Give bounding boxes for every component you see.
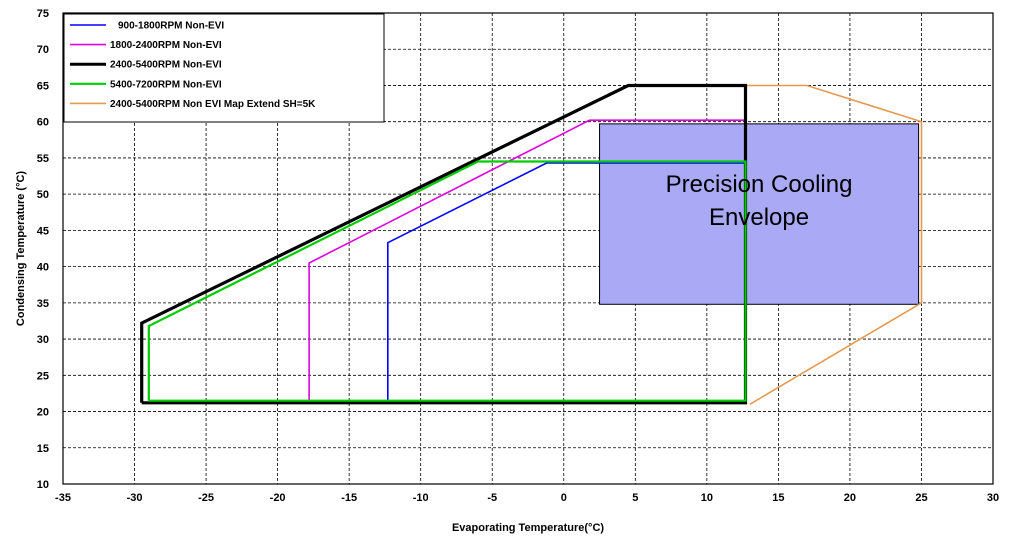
x-tick-label: -35 — [55, 492, 71, 504]
x-tick-label: -20 — [270, 492, 286, 504]
legend-entry: 5400-7200RPM Non-EVI — [110, 79, 222, 90]
legend-entry: 900-1800RPM Non-EVI — [118, 21, 224, 32]
y-tick-label: 45 — [37, 225, 49, 237]
x-tick-label: 25 — [915, 492, 927, 504]
x-tick-label: 20 — [844, 492, 856, 504]
y-tick-label: 15 — [37, 443, 49, 455]
series-line — [745, 84, 923, 405]
x-tick-label: 30 — [987, 492, 999, 504]
series-line — [140, 83, 748, 405]
x-tick-label: 10 — [701, 492, 713, 504]
legend-box — [63, 13, 385, 123]
y-tick-label: 40 — [37, 262, 49, 274]
legend: 900-1800RPM Non-EVI 1800-2400RPM Non-EVI 2… — [63, 13, 385, 123]
gridlines — [63, 13, 993, 484]
y-tick-label: 60 — [37, 117, 49, 129]
series-line — [147, 160, 747, 402]
legend-entry: 2400-5400RPM Non-EVI — [110, 60, 222, 71]
x-tick-label: -5 — [487, 492, 497, 504]
x-tick-label: 15 — [772, 492, 784, 504]
y-tick-label: 70 — [37, 44, 49, 56]
y-tick-label: 20 — [37, 407, 49, 419]
y-axis-label: Condensing Temperature (°C) — [15, 171, 27, 326]
x-tick-label: -25 — [198, 492, 214, 504]
legend-entry: 1800-2400RPM Non-EVI — [110, 40, 222, 51]
y-tick-label: 50 — [37, 189, 49, 201]
x-tick-label: -30 — [127, 492, 143, 504]
y-tick-label: 65 — [37, 80, 49, 92]
x-tick-label: 5 — [632, 492, 638, 504]
precision-cooling-region — [599, 123, 920, 305]
y-tick-label: 25 — [37, 370, 49, 382]
y-tick-label: 55 — [37, 153, 49, 165]
x-axis-label: Evaporating Temperature(°C) — [452, 522, 604, 534]
x-tick-label: -15 — [341, 492, 357, 504]
y-tick-label: 10 — [37, 479, 49, 491]
x-tick-label: 0 — [561, 492, 567, 504]
y-tick-label: 30 — [37, 334, 49, 346]
x-tick-label: -10 — [413, 492, 429, 504]
series-lines — [140, 83, 923, 405]
region-label-line1: Precision Cooling — [666, 171, 853, 198]
plot-frame — [62, 12, 994, 485]
y-tick-label: 35 — [37, 298, 49, 310]
regions — [599, 123, 920, 305]
y-tick-label: 75 — [37, 8, 49, 20]
region-label-line2: Envelope — [709, 204, 809, 231]
tick-labels: -35 -30 -25 -20 -15 -10 -5 0 5 10 15 20 25 30 10 15 20 25… — [37, 8, 999, 504]
legend-entry: 2400-5400RPM Non EVI Map Extend SH=5K — [110, 99, 316, 110]
